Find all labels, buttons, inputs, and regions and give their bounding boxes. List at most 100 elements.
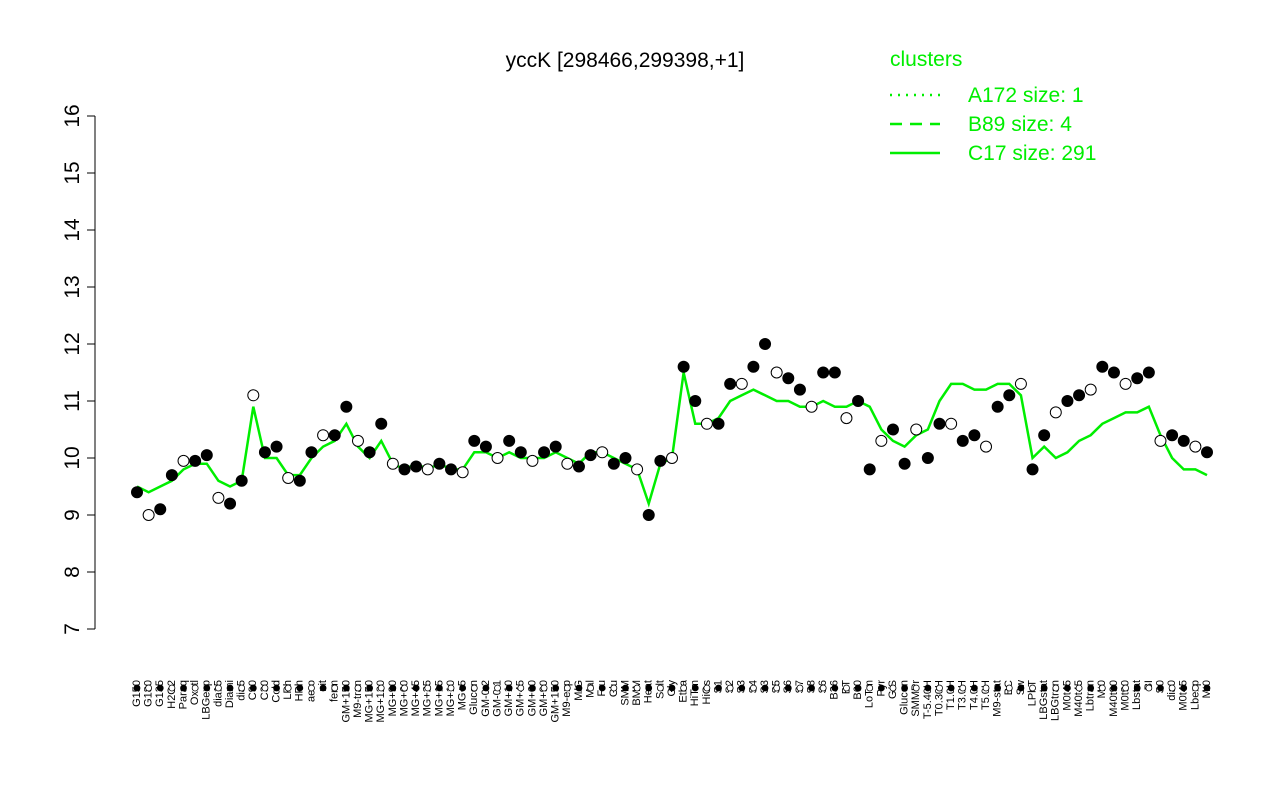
rug-mark (249, 684, 257, 692)
data-point (980, 440, 993, 453)
x-tick-label: T1.0H (945, 680, 957, 710)
data-point (921, 452, 934, 464)
rug-mark (412, 684, 420, 692)
data-point (759, 338, 772, 350)
rug-mark (1122, 684, 1129, 692)
rug-mark (133, 684, 141, 692)
rug-mark (726, 684, 734, 692)
data-point (131, 486, 143, 499)
data-point (1073, 389, 1086, 402)
x-tick-label: Lbstat (1131, 680, 1143, 710)
rug-mark (947, 684, 955, 692)
data-point (224, 497, 237, 510)
rug-mark (215, 684, 222, 692)
data-point (945, 417, 958, 430)
data-point (421, 463, 434, 476)
data-point (1049, 406, 1062, 419)
data-point (456, 466, 469, 479)
data-point (561, 457, 574, 470)
rug-mark (238, 684, 246, 692)
rug-mark (273, 684, 280, 692)
data-point (433, 457, 446, 470)
data-point (305, 446, 318, 459)
x-tick-label: Heat (643, 680, 655, 703)
rug-mark (1133, 684, 1141, 692)
data-point (328, 429, 341, 442)
data-point (200, 449, 213, 462)
rug-mark (819, 684, 827, 692)
rug-mark (342, 684, 350, 692)
rug-mark (156, 684, 164, 692)
data-point (154, 503, 167, 516)
rug-mark (308, 684, 315, 692)
rug-mark (691, 684, 699, 692)
rug-mark (1098, 684, 1106, 692)
data-point (747, 360, 760, 373)
rug-mark (901, 684, 909, 692)
data-point (596, 446, 609, 459)
data-point (793, 383, 806, 396)
rug-mark (877, 684, 885, 692)
rug-mark (1087, 684, 1095, 692)
data-point (351, 434, 364, 447)
data-point (398, 463, 411, 476)
x-tick-label: M0t90 (1119, 680, 1131, 711)
y-tick-label: 11 (61, 390, 84, 412)
rug-mark (959, 684, 967, 692)
data-point (852, 395, 865, 407)
x-tick-label: GM+150 (340, 680, 352, 723)
data-point (1166, 429, 1179, 442)
data-point (956, 434, 969, 447)
rug-mark (994, 684, 1002, 692)
rug-mark (366, 684, 374, 692)
rug-mark (168, 684, 176, 692)
data-point (142, 509, 155, 521)
x-tick-label: Oxctl (189, 680, 201, 705)
legend-label: B89 size: 4 (968, 113, 1072, 136)
data-point (735, 377, 748, 390)
rug-mark (401, 684, 408, 692)
data-point (212, 491, 225, 504)
data-point (712, 417, 725, 430)
data-point (654, 454, 667, 467)
x-tick-label: M0t45 (1061, 680, 1073, 711)
legend-label: A172 size: 1 (968, 84, 1084, 107)
rug-mark (1180, 684, 1188, 692)
data-point (270, 440, 283, 453)
rug-mark (587, 684, 594, 692)
data-point (1084, 383, 1097, 396)
rug-mark (354, 684, 362, 692)
data-point (1014, 377, 1027, 390)
rug-mark (517, 684, 525, 692)
data-point (258, 446, 271, 459)
rug-mark (598, 684, 606, 692)
x-tick-label: BMM (631, 680, 643, 706)
data-point (293, 474, 306, 487)
data-point (724, 377, 737, 390)
rug-mark (761, 684, 769, 692)
data-point (363, 446, 376, 459)
rug-mark (1157, 684, 1164, 692)
x-tick-label: G180 (143, 680, 155, 707)
data-point (642, 509, 655, 521)
data-point (445, 463, 458, 476)
data-point (177, 454, 190, 467)
rug-mark (540, 684, 548, 692)
rug-mark (668, 684, 676, 692)
data-point (677, 360, 690, 373)
data-point (1189, 440, 1202, 453)
rug-mark (1075, 684, 1083, 692)
rug-mark (1040, 684, 1048, 692)
data-point (514, 446, 527, 459)
data-point (1142, 366, 1155, 379)
rug-mark (610, 684, 618, 692)
data-point (1154, 434, 1167, 447)
data-point (386, 457, 399, 470)
x-tick-label: T4.0H (968, 680, 980, 710)
data-point (863, 463, 876, 476)
data-point (875, 434, 888, 447)
y-tick-label: 15 (61, 161, 84, 184)
y-tick-label: 10 (61, 446, 84, 469)
rug-mark (296, 684, 304, 692)
rug-mark (552, 684, 560, 692)
